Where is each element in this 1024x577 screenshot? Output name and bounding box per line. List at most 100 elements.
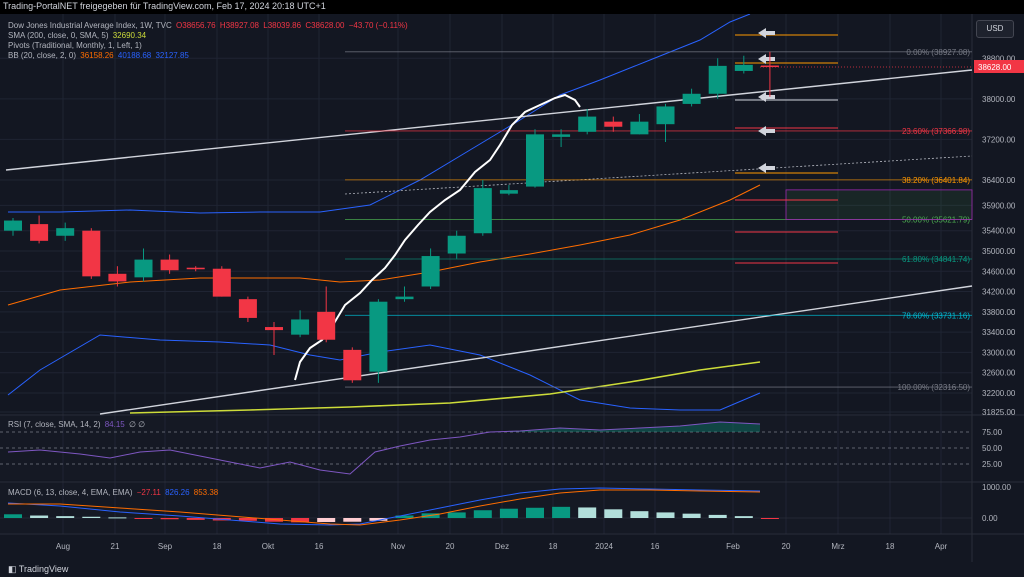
price-tick-7: 34600.00 [982, 267, 1016, 276]
legend-bb-label: BB (20, close, 2, 0) [8, 51, 77, 60]
tradingview-logo-text: TradingView [18, 564, 69, 574]
fib-label-4: 61.80% (34841.74) [902, 255, 970, 264]
time-label-3: 18 [213, 542, 222, 551]
candle-body-21 [552, 134, 571, 137]
legend-low: L38039.86 [263, 21, 302, 30]
candle-body-20 [526, 134, 544, 187]
price-tick-11: 33000.00 [982, 348, 1016, 357]
rsi-tick-2: 25.00 [982, 460, 1003, 469]
price-chart[interactable]: 0.00% (38927.08) 23.60% (37366.98) 38.20% … [0, 14, 1024, 577]
legend-sma-label: SMA (200, close, 0, SMA, 5) [8, 31, 109, 40]
candle-body-9 [238, 299, 257, 318]
candle-body-24 [630, 121, 649, 135]
macd-hist-bar-13 [343, 518, 362, 522]
fib-label-6: 100.00% (32316.50) [898, 383, 971, 392]
fib-label-5: 78.60% (33731.16) [902, 311, 970, 320]
legend-bb-basis: 36158.26 [80, 51, 114, 60]
candle-body-25 [656, 106, 675, 125]
legend-macd-hist: −27.11 [136, 488, 161, 497]
candle-body-3 [82, 230, 101, 277]
candle-body-12 [317, 311, 336, 340]
legend-change: −43.70 (−0.11%) [348, 21, 408, 30]
price-tick-9: 33800.00 [982, 308, 1016, 317]
candle-body-14 [369, 301, 388, 372]
legend-macd[interactable]: MACD (6, 13, close, 4, EMA, EMA) −27.11 … [8, 488, 218, 497]
candle-body-15 [395, 296, 414, 300]
dotted-trendline [344, 155, 973, 195]
candle-body-0 [4, 220, 22, 231]
price-tick-5: 35400.00 [982, 227, 1016, 236]
time-label-8: Dez [495, 542, 509, 551]
macd-hist-bar-17 [447, 512, 466, 518]
currency-button[interactable]: USD [976, 20, 1014, 38]
legend-close: C38628.00 [305, 21, 345, 30]
macd-hist-bar-22 [578, 507, 597, 518]
legend-sma-value: 32690.34 [112, 31, 147, 40]
macd-hist-bar-14 [369, 518, 388, 521]
time-label-10: 2024 [595, 542, 613, 551]
time-label-15: 18 [886, 542, 895, 551]
candle-body-22 [578, 116, 597, 132]
legend-bb-lower: 32127.85 [155, 51, 189, 60]
macd-tick-1: 0.00 [982, 514, 998, 523]
share-banner: Trading-PortalNET freigegeben für Tradin… [0, 0, 1024, 14]
banner-text: Trading-PortalNET freigegeben für Tradin… [3, 1, 326, 11]
legend-main: Dow Jones Industrial Average Index, 1W, … [8, 21, 408, 30]
time-label-14: Mrz [831, 542, 844, 551]
footer: ◧ TradingView [0, 562, 1024, 577]
candle-body-17 [447, 235, 466, 254]
macd-hist-bar-25 [656, 512, 675, 518]
candle-body-26 [682, 93, 701, 104]
time-label-12: Feb [726, 542, 740, 551]
time-label-6: Nov [391, 542, 405, 551]
time-label-4: Okt [262, 542, 275, 551]
legend-sma[interactable]: SMA (200, close, 0, SMA, 5) 32690.34 [8, 31, 146, 40]
price-tick-8: 34200.00 [982, 288, 1016, 297]
candle-body-5 [134, 259, 153, 278]
last-price-label: 38628.00 [978, 63, 1012, 72]
macd-hist-bar-27 [708, 514, 727, 518]
legend-rsi[interactable]: RSI (7, close, SMA, 14, 2) 84.15 ∅ ∅ [8, 420, 145, 429]
tradingview-logo: ◧ TradingView [8, 564, 69, 574]
macd-line [7, 487, 761, 526]
time-label-13: 20 [782, 542, 791, 551]
fib-label-3: 50.00% (35621.79) [902, 215, 970, 224]
macd-hist-bar-7 [186, 518, 205, 520]
candle-body-11 [291, 319, 310, 335]
price-tick-6: 35000.00 [982, 247, 1016, 256]
pivot-arrow-1 [758, 54, 775, 64]
macd-hist-bar-26 [682, 513, 701, 518]
price-tick-0: 38800.00 [982, 54, 1016, 63]
candle-body-13 [343, 349, 362, 381]
legend-pivots[interactable]: Pivots (Traditional, Monthly, 1, Left, 1… [8, 41, 142, 50]
legend-rsi-value: 84.15 [104, 420, 125, 429]
time-label-9: 18 [549, 542, 558, 551]
legend-bb[interactable]: BB (20, close, 2, 0) 36158.26 40188.68 3… [8, 51, 189, 60]
macd-hist-bar-2 [56, 516, 75, 518]
candle-body-6 [160, 259, 179, 271]
candle-body-23 [604, 121, 623, 127]
pivot-arrow-3 [758, 126, 775, 136]
time-label-11: 16 [651, 542, 660, 551]
macd-hist-bar-19 [499, 508, 518, 518]
upper-trendline [5, 69, 973, 171]
candle-body-29 [760, 65, 779, 68]
pivot-arrow-2 [758, 92, 775, 102]
lower-trendline [99, 285, 973, 415]
candle-body-19 [499, 190, 518, 194]
macd-hist-bar-5 [134, 518, 153, 519]
time-label-2: Sep [158, 542, 173, 551]
candle-body-8 [212, 268, 231, 297]
fib-label-0: 0.00% (38927.08) [906, 48, 970, 57]
candle-body-4 [108, 273, 127, 282]
legend-macd-value: 826.26 [165, 488, 190, 497]
candle-body-2 [56, 228, 75, 236]
time-label-1: 21 [111, 542, 120, 551]
price-tick-10: 33400.00 [982, 328, 1016, 337]
macd-hist-bar-23 [604, 509, 623, 518]
legend-macd-label: MACD (6, 13, close, 4, EMA, EMA) [8, 488, 133, 497]
macd-hist-bar-3 [82, 516, 101, 518]
macd-hist-bar-9 [238, 518, 257, 521]
macd-hist-bar-15 [395, 515, 414, 518]
legend-macd-signal: 853.38 [193, 488, 219, 497]
